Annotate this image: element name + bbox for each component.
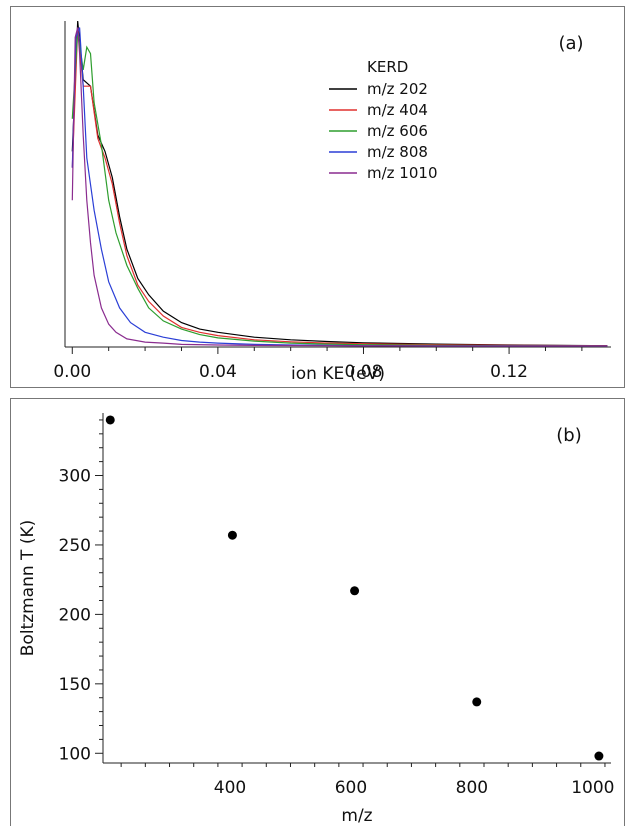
boltzmann-scatter-chart: 400 600 800 1000 m/z 100 150 200 250 300 Boltzmann… xyxy=(18,413,614,826)
x-tick-label: 800 xyxy=(456,778,488,798)
chart-panel-a: 0.00 0.04 0.08 0.12 ion KE (eV) KERD m/z 202 m/… xyxy=(10,6,625,388)
x-tick-label: 600 xyxy=(335,778,367,798)
legend-entry: m/z 808 xyxy=(367,143,428,161)
kerd-line-chart: 0.00 0.04 0.08 0.12 ion KE (eV) KERD m/z 202 m/… xyxy=(53,20,611,384)
x-axis-label: m/z xyxy=(341,806,372,826)
y-tick-label: 250 xyxy=(59,536,91,556)
y-tick-label: 150 xyxy=(59,675,91,695)
legend-title: KERD xyxy=(367,58,408,76)
legend-entry: m/z 202 xyxy=(367,80,428,98)
y-tick-label: 200 xyxy=(59,605,91,625)
data-point xyxy=(350,586,360,596)
data-point xyxy=(227,530,237,540)
data-point xyxy=(594,751,604,761)
series-line-m-z-808 xyxy=(71,27,608,347)
legend-entry: m/z 1010 xyxy=(367,164,437,182)
x-tick-label: 0.12 xyxy=(490,362,528,382)
x-tick-label: 0.00 xyxy=(53,362,91,382)
series-line-m-z-202 xyxy=(71,20,608,347)
series-line-m-z-606 xyxy=(71,30,608,347)
x-tick-label: 0.04 xyxy=(199,362,237,382)
legend-entry: m/z 606 xyxy=(367,122,428,140)
series-line-m-z-1010 xyxy=(71,27,608,347)
x-tick-label: 1000 xyxy=(571,778,614,798)
panel-label: (b) xyxy=(556,425,581,446)
chart-panel-b: 400 600 800 1000 m/z 100 150 200 250 300 Boltzmann… xyxy=(10,398,625,826)
data-point xyxy=(472,697,482,707)
y-axis-label: Boltzmann T (K) xyxy=(18,520,38,657)
legend-entry: m/z 404 xyxy=(367,101,428,119)
y-tick-label: 100 xyxy=(59,744,91,764)
x-axis-label: ion KE (eV) xyxy=(291,364,385,384)
series-line-m-z-404 xyxy=(71,27,608,347)
data-point xyxy=(105,415,115,425)
x-tick-label: 400 xyxy=(214,778,246,798)
x-tick-label: 0.08 xyxy=(345,362,383,382)
y-tick-label: 300 xyxy=(59,467,91,487)
panel-label: (a) xyxy=(558,33,583,54)
